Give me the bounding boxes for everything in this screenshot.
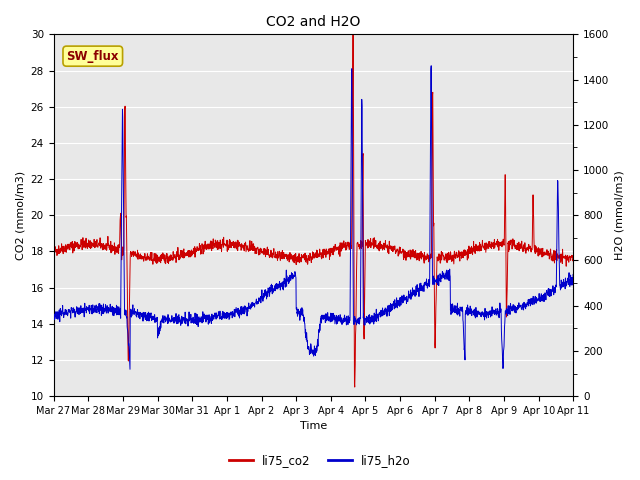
Title: CO2 and H2O: CO2 and H2O xyxy=(266,15,361,29)
Text: SW_flux: SW_flux xyxy=(67,49,119,63)
Y-axis label: CO2 (mmol/m3): CO2 (mmol/m3) xyxy=(15,171,25,260)
Y-axis label: H2O (mmol/m3): H2O (mmol/m3) xyxy=(615,170,625,260)
X-axis label: Time: Time xyxy=(300,421,327,432)
Legend: li75_co2, li75_h2o: li75_co2, li75_h2o xyxy=(224,449,416,472)
